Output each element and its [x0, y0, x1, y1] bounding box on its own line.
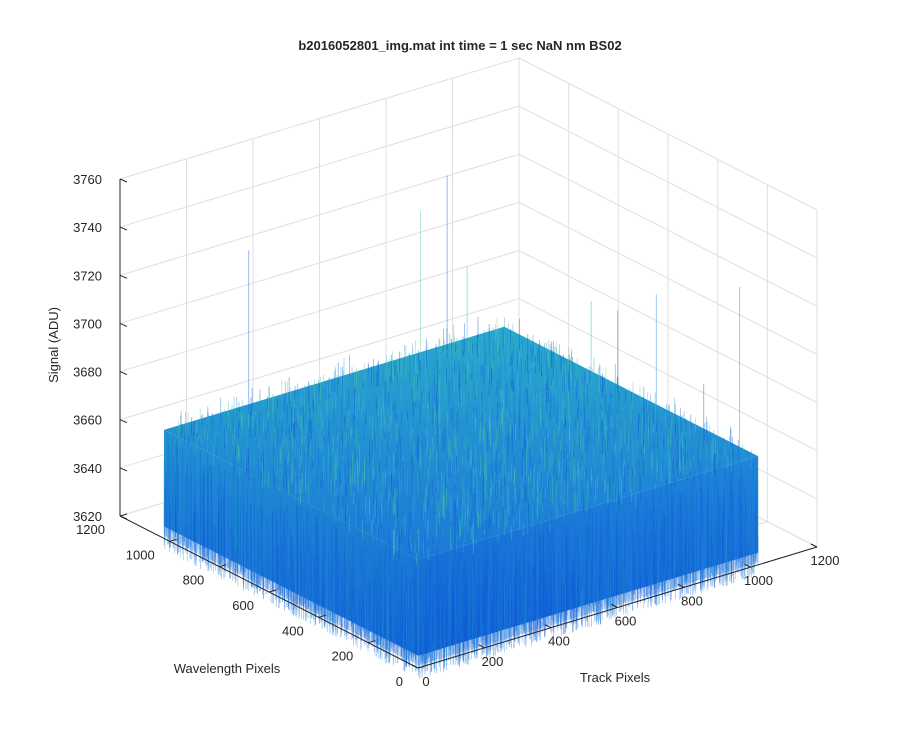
y-axis-label: Wavelength Pixels — [174, 661, 281, 676]
z-tick-label: 3700 — [73, 316, 102, 331]
z-tick-mark — [119, 322, 128, 327]
z-tick-label: 3620 — [73, 509, 102, 524]
x-tick-mark — [810, 543, 818, 548]
z-tick-mark — [119, 274, 128, 279]
x-tick-label: 0 — [422, 674, 429, 689]
chart-title: b2016052801_img.mat int time = 1 sec NaN… — [298, 38, 621, 53]
grid-line — [518, 153, 818, 307]
x-tick-mark — [744, 563, 751, 568]
x-tick-label: 1000 — [744, 573, 773, 588]
x-tick-mark — [544, 624, 552, 629]
y-tick-mark — [219, 564, 227, 568]
z-tick-label: 3760 — [73, 172, 102, 187]
grid-line — [518, 201, 818, 355]
z-tick-mark — [119, 178, 128, 183]
grid-line — [119, 153, 520, 276]
y-tick-mark — [119, 513, 128, 517]
z-tick-mark — [119, 419, 128, 424]
grid-line — [518, 298, 818, 452]
y-tick-mark — [169, 538, 177, 542]
grid-line — [119, 298, 520, 421]
y-tick-label: 0 — [396, 674, 403, 689]
y-tick-label: 1200 — [76, 522, 105, 537]
y-tick-label: 200 — [332, 649, 354, 664]
z-tick-label: 3660 — [73, 413, 102, 428]
grid-line — [119, 105, 520, 228]
z-tick-label: 3740 — [73, 220, 102, 235]
y-tick-mark — [318, 614, 326, 618]
z-tick-label: 3680 — [73, 365, 102, 380]
x-axis-label: Track Pixels — [580, 670, 651, 685]
y-tick-mark — [417, 665, 426, 669]
axes — [119, 178, 818, 669]
grid-line — [119, 57, 520, 180]
y-tick-mark — [368, 640, 376, 644]
z-axis-label: Signal (ADU) — [46, 307, 61, 383]
x-tick-mark — [677, 583, 685, 588]
x-tick-label: 400 — [548, 634, 570, 649]
y-tick-label: 600 — [232, 598, 254, 613]
z-tick-label: 3640 — [73, 461, 102, 476]
x-tick-label: 600 — [615, 614, 637, 629]
z-tick-label: 3720 — [73, 268, 102, 283]
y-tick-label: 800 — [183, 573, 205, 588]
y-tick-mark — [268, 589, 277, 593]
grid-line — [518, 105, 818, 259]
grid-line — [518, 250, 818, 404]
x-tick-label: 800 — [681, 593, 703, 608]
y-tick-label: 400 — [282, 623, 304, 638]
x-tick-mark — [611, 604, 618, 608]
y-tick-label: 1000 — [126, 547, 155, 562]
surface-plot — [163, 175, 759, 679]
x-tick-label: 1200 — [811, 553, 840, 568]
grid-line — [518, 57, 818, 211]
grid-line — [119, 201, 520, 324]
tick-labels: 0 200 400 600 800 1000 1200 0 200 400 600 800 1000 12… — [73, 172, 839, 689]
x-tick-mark — [411, 664, 419, 669]
x-tick-label: 200 — [482, 654, 504, 669]
z-tick-mark — [119, 226, 128, 231]
z-tick-mark — [119, 467, 128, 472]
x-tick-mark — [478, 644, 485, 649]
z-tick-mark — [119, 371, 128, 376]
z-tick-mark — [119, 515, 128, 520]
grid-line — [119, 250, 520, 373]
